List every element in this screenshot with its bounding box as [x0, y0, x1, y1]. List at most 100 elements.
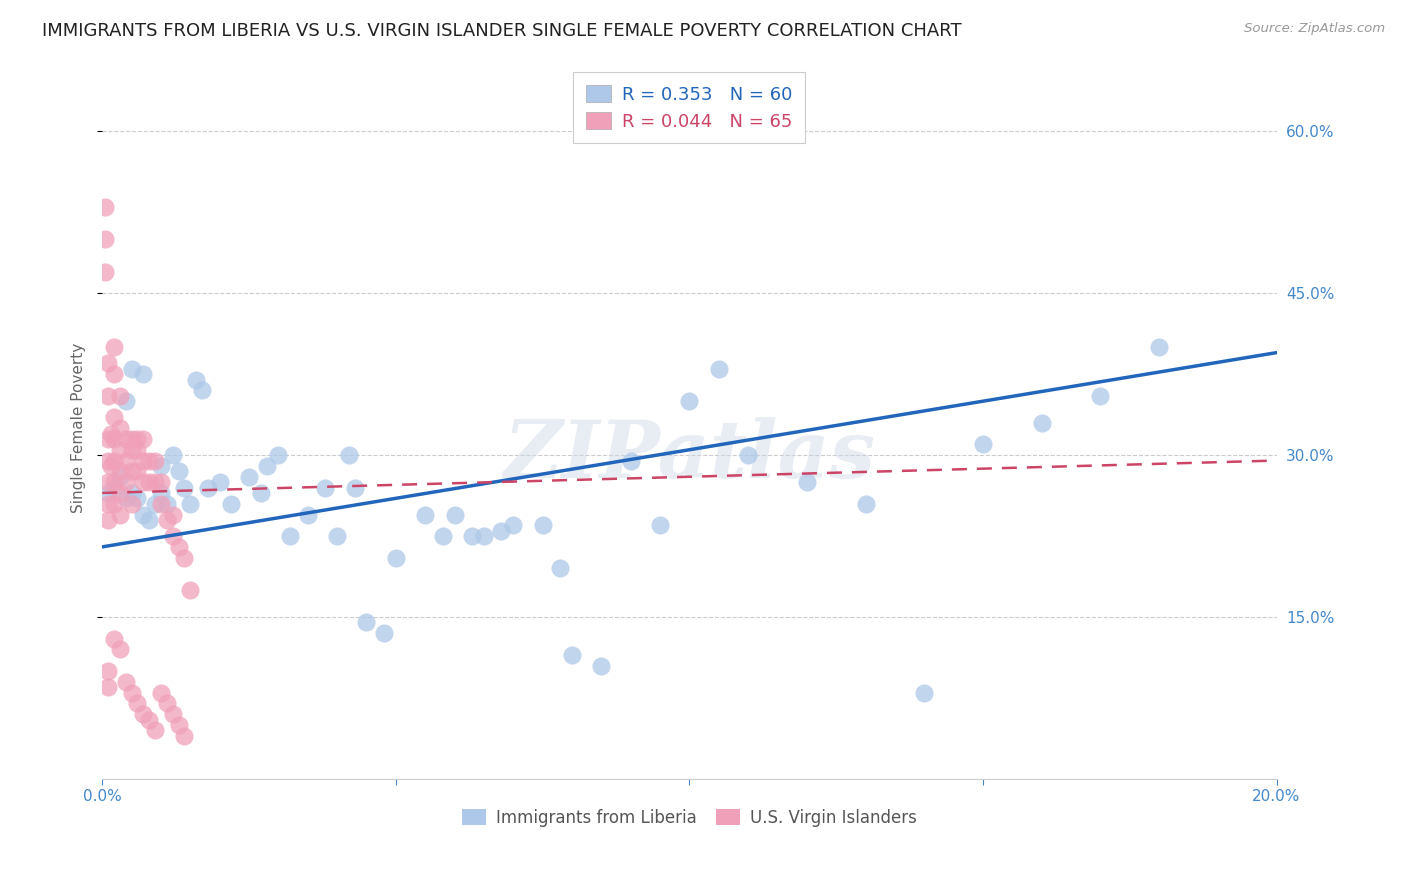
Point: [278, 529, 301, 543]
Point: [94, 200, 117, 214]
Point: [97, 680, 120, 694]
Point: [162, 508, 184, 522]
Text: Source: ZipAtlas.com: Source: ZipAtlas.com: [1244, 22, 1385, 36]
Point: [97, 475, 120, 490]
Point: [121, 685, 143, 699]
Point: [238, 469, 260, 483]
Point: [127, 432, 149, 446]
Point: [267, 448, 290, 462]
Point: [132, 508, 155, 522]
Point: [132, 368, 155, 382]
Point: [737, 448, 759, 462]
Point: [167, 464, 190, 478]
Point: [502, 518, 524, 533]
Point: [138, 453, 160, 467]
Point: [561, 648, 583, 662]
Point: [149, 475, 172, 490]
Y-axis label: Single Female Poverty: Single Female Poverty: [72, 343, 86, 513]
Point: [108, 469, 131, 483]
Point: [132, 475, 155, 490]
Point: [103, 453, 125, 467]
Point: [197, 481, 219, 495]
Point: [97, 356, 120, 370]
Point: [108, 508, 131, 522]
Point: [143, 497, 166, 511]
Point: [343, 481, 366, 495]
Point: [103, 340, 125, 354]
Point: [385, 550, 408, 565]
Point: [127, 491, 149, 506]
Point: [121, 486, 143, 500]
Point: [149, 685, 172, 699]
Point: [297, 508, 319, 522]
Point: [432, 529, 454, 543]
Point: [103, 481, 125, 495]
Point: [149, 497, 172, 511]
Text: IMMIGRANTS FROM LIBERIA VS U.S. VIRGIN ISLANDER SINGLE FEMALE POVERTY CORRELATIO: IMMIGRANTS FROM LIBERIA VS U.S. VIRGIN I…: [42, 22, 962, 40]
Point: [114, 674, 136, 689]
Point: [121, 361, 143, 376]
Point: [103, 475, 125, 490]
Point: [94, 232, 117, 246]
Point: [149, 486, 172, 500]
Point: [156, 497, 179, 511]
Point: [149, 458, 172, 473]
Point: [103, 632, 125, 646]
Point: [162, 707, 184, 722]
Point: [143, 723, 166, 738]
Point: [173, 550, 195, 565]
Point: [156, 513, 179, 527]
Point: [796, 475, 818, 490]
Point: [114, 453, 136, 467]
Point: [108, 421, 131, 435]
Point: [162, 448, 184, 462]
Point: [461, 529, 484, 543]
Point: [127, 442, 149, 457]
Point: [678, 394, 700, 409]
Point: [97, 389, 120, 403]
Point: [472, 529, 495, 543]
Point: [249, 486, 271, 500]
Point: [173, 729, 195, 743]
Point: [138, 475, 160, 490]
Point: [167, 540, 190, 554]
Point: [132, 432, 155, 446]
Point: [121, 432, 143, 446]
Point: [373, 626, 395, 640]
Point: [138, 513, 160, 527]
Point: [114, 432, 136, 446]
Point: [114, 394, 136, 409]
Point: [94, 265, 117, 279]
Point: [127, 464, 149, 478]
Point: [591, 658, 613, 673]
Point: [531, 518, 554, 533]
Point: [162, 529, 184, 543]
Point: [127, 697, 149, 711]
Point: [1090, 389, 1112, 403]
Point: [132, 453, 155, 467]
Point: [103, 432, 125, 446]
Point: [191, 384, 214, 398]
Legend: Immigrants from Liberia, U.S. Virgin Islanders: Immigrants from Liberia, U.S. Virgin Isl…: [456, 803, 924, 834]
Point: [173, 481, 195, 495]
Point: [491, 524, 513, 538]
Point: [143, 453, 166, 467]
Point: [103, 368, 125, 382]
Point: [138, 713, 160, 727]
Point: [108, 464, 131, 478]
Point: [337, 448, 360, 462]
Point: [108, 642, 131, 657]
Point: [121, 464, 143, 478]
Point: [179, 583, 201, 598]
Point: [121, 497, 143, 511]
Point: [108, 442, 131, 457]
Point: [114, 491, 136, 506]
Point: [97, 453, 120, 467]
Point: [413, 508, 436, 522]
Text: ZIPatlas: ZIPatlas: [503, 417, 876, 495]
Point: [707, 361, 730, 376]
Point: [97, 486, 120, 500]
Point: [221, 497, 243, 511]
Point: [1031, 416, 1053, 430]
Point: [97, 497, 120, 511]
